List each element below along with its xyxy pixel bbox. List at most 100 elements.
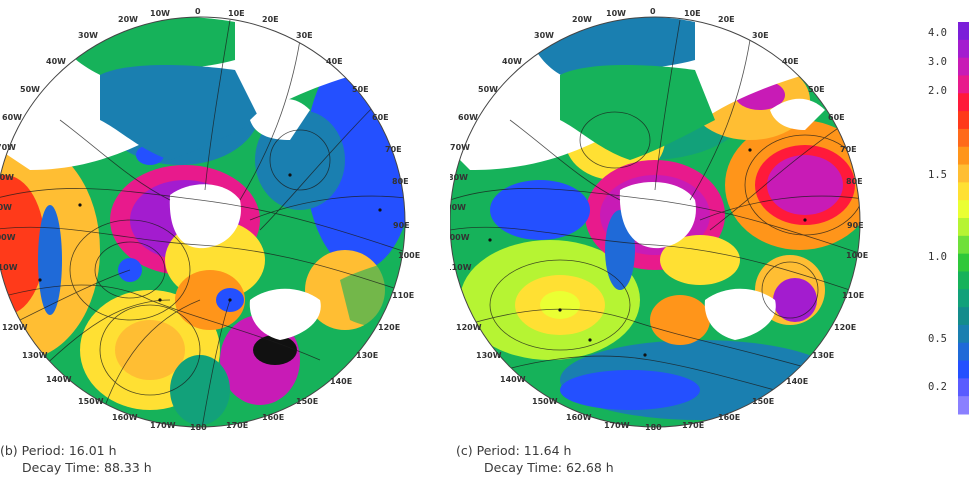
lon-label: 150E xyxy=(296,397,318,406)
colorbar-swatch xyxy=(958,146,969,166)
colorbar-swatch xyxy=(958,75,969,94)
colorbar-swatch xyxy=(958,396,969,415)
lon-label: 140E xyxy=(330,377,352,386)
colorbar-swatch xyxy=(958,307,969,326)
lon-label: 160W xyxy=(566,413,592,422)
lon-label: 20E xyxy=(718,15,735,24)
lon-label: 150W xyxy=(78,397,104,406)
lon-label: 20E xyxy=(262,15,279,24)
lon-label: 170E xyxy=(682,421,704,430)
caption-c: (c) Period: 11.64 h Decay Time: 62.68 h xyxy=(456,442,614,476)
lon-label: 130E xyxy=(356,351,378,360)
lon-label: 100E xyxy=(398,251,420,260)
colorbar-swatch xyxy=(958,289,969,308)
lon-label: 80E xyxy=(846,177,863,186)
lon-label: 40E xyxy=(326,57,343,66)
lon-label: 100E xyxy=(846,251,868,260)
lon-label: 70E xyxy=(840,145,857,154)
colorbar-swatch xyxy=(958,271,969,290)
colorbar-tick: 4.0 xyxy=(928,27,947,39)
lon-label: 80E xyxy=(392,177,409,186)
caption-b: (b) Period: 16.01 h Decay Time: 88.33 h xyxy=(0,442,152,476)
lon-label: 40E xyxy=(782,57,799,66)
colorbar-swatch xyxy=(958,324,969,344)
lon-label: 10W xyxy=(606,9,626,18)
lon-label: 100W xyxy=(450,233,470,242)
lon-label: 170W xyxy=(150,421,176,430)
lon-label: 60W xyxy=(458,113,478,122)
lon-label: 60E xyxy=(372,113,389,122)
caption-c-period: (c) Period: 11.64 h xyxy=(456,443,572,458)
lon-label: 70W xyxy=(0,143,16,152)
lon-label: 20W xyxy=(572,15,592,24)
lon-label: 70W xyxy=(450,143,470,152)
map-b-longitude-labels: 20W 10W 0 10E 20E 30W 30E 40W 40E 50W 50… xyxy=(0,7,420,432)
lon-label: 10W xyxy=(150,9,170,18)
caption-c-decay: Decay Time: 62.68 h xyxy=(484,460,614,475)
map-b: 20W 10W 0 10E 20E 30W 30E 40W 40E 50W 50… xyxy=(0,7,420,432)
colorbar-swatch xyxy=(958,235,969,255)
lon-label: 20W xyxy=(118,15,138,24)
lon-label: 50E xyxy=(352,85,369,94)
panel-c: 20W 10W 0 10E 20E 30W 30E 40W 40E 50W 50… xyxy=(450,0,870,486)
lon-label: 90E xyxy=(847,221,864,230)
lon-label: 140W xyxy=(46,375,72,384)
lon-label: 40W xyxy=(502,57,522,66)
lon-label: 110W xyxy=(0,263,18,272)
lon-label: 180 xyxy=(190,423,207,432)
map-c-longitude-labels: 20W 10W 0 10E 20E 30W 30E 40W 40E 50W 50… xyxy=(450,7,868,432)
colorbar-tick: 1.5 xyxy=(928,169,947,181)
map-b-field xyxy=(0,17,405,427)
lon-label: 150W xyxy=(532,397,558,406)
colorbar-tick: 1.0 xyxy=(928,251,947,263)
lon-label: 150E xyxy=(752,397,774,406)
lon-label: 10E xyxy=(228,9,245,18)
lon-label: 50W xyxy=(478,85,498,94)
lon-label: 60W xyxy=(2,113,22,122)
lon-label: 80W xyxy=(450,173,468,182)
colorbar-swatch xyxy=(958,182,969,201)
colorbar-swatch xyxy=(958,111,969,130)
lon-label: 140W xyxy=(500,375,526,384)
lon-label: 30E xyxy=(752,31,769,40)
lon-label: 60E xyxy=(828,113,845,122)
lon-label: 120E xyxy=(834,323,856,332)
colorbar-swatch xyxy=(958,200,969,219)
lon-label: 50E xyxy=(808,85,825,94)
lon-label: 0 xyxy=(195,7,201,16)
lon-label: 100W xyxy=(0,233,16,242)
colorbar-tick: 3.0 xyxy=(928,56,947,68)
colorbar-swatch xyxy=(958,39,969,59)
lon-label: 0 xyxy=(650,7,656,16)
lon-label: 130W xyxy=(22,351,48,360)
lon-label: 160W xyxy=(112,413,138,422)
lon-label: 110W xyxy=(450,263,472,272)
lon-label: 170W xyxy=(604,421,630,430)
colorbar-swatches xyxy=(958,22,969,415)
lon-label: 160E xyxy=(262,413,284,422)
lon-label: 140E xyxy=(786,377,808,386)
caption-b-period: (b) Period: 16.01 h xyxy=(0,443,117,458)
lon-label: 40W xyxy=(46,57,66,66)
colorbar-tick: 0.5 xyxy=(928,333,947,345)
lon-label: 50W xyxy=(20,85,40,94)
map-b-border xyxy=(0,16,406,428)
caption-b-decay: Decay Time: 88.33 h xyxy=(22,460,152,475)
colorbar-swatch xyxy=(958,253,969,272)
lon-label: 90W xyxy=(450,203,466,212)
lon-label: 30W xyxy=(78,31,98,40)
lon-label: 120E xyxy=(378,323,400,332)
map-c-field xyxy=(450,17,860,427)
lon-label: 90E xyxy=(393,221,410,230)
lon-label: 90W xyxy=(0,203,12,212)
panel-b: 20W 10W 0 10E 20E 30W 30E 40W 40E 50W 50… xyxy=(0,0,420,486)
map-c-border xyxy=(450,16,861,428)
colorbar-tick: 0.2 xyxy=(928,381,947,393)
map-c: 20W 10W 0 10E 20E 30W 30E 40W 40E 50W 50… xyxy=(450,7,868,432)
lon-label: 70E xyxy=(385,145,402,154)
colorbar-swatch xyxy=(958,218,969,237)
lon-label: 180 xyxy=(645,423,662,432)
colorbar-swatch xyxy=(958,128,969,148)
lon-label: 10E xyxy=(684,9,701,18)
colorbar-swatch xyxy=(958,93,969,112)
